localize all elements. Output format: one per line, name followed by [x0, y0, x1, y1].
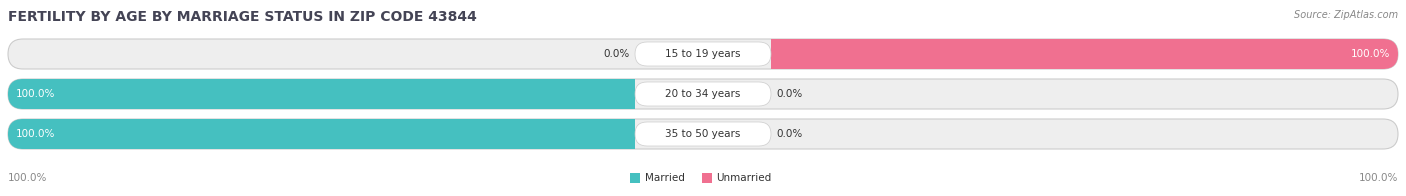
Text: Unmarried: Unmarried	[717, 173, 772, 183]
Text: 0.0%: 0.0%	[776, 89, 803, 99]
Text: 20 to 34 years: 20 to 34 years	[665, 89, 741, 99]
Text: FERTILITY BY AGE BY MARRIAGE STATUS IN ZIP CODE 43844: FERTILITY BY AGE BY MARRIAGE STATUS IN Z…	[8, 10, 477, 24]
FancyBboxPatch shape	[636, 42, 770, 66]
Text: 100.0%: 100.0%	[15, 89, 55, 99]
Text: Married: Married	[644, 173, 685, 183]
Text: 100.0%: 100.0%	[1351, 49, 1391, 59]
Text: 100.0%: 100.0%	[15, 129, 55, 139]
FancyBboxPatch shape	[8, 119, 636, 149]
Text: 0.0%: 0.0%	[776, 129, 803, 139]
FancyBboxPatch shape	[8, 79, 1398, 109]
FancyBboxPatch shape	[8, 39, 1398, 69]
Text: 15 to 19 years: 15 to 19 years	[665, 49, 741, 59]
FancyBboxPatch shape	[770, 39, 1398, 69]
Text: Source: ZipAtlas.com: Source: ZipAtlas.com	[1294, 10, 1398, 20]
FancyBboxPatch shape	[8, 79, 636, 109]
Text: 0.0%: 0.0%	[603, 49, 630, 59]
FancyBboxPatch shape	[702, 173, 711, 183]
FancyBboxPatch shape	[770, 39, 1384, 69]
Text: 100.0%: 100.0%	[8, 173, 48, 183]
FancyBboxPatch shape	[636, 122, 770, 146]
FancyBboxPatch shape	[22, 79, 636, 109]
Text: 35 to 50 years: 35 to 50 years	[665, 129, 741, 139]
FancyBboxPatch shape	[22, 119, 636, 149]
FancyBboxPatch shape	[630, 173, 640, 183]
Text: 100.0%: 100.0%	[1358, 173, 1398, 183]
FancyBboxPatch shape	[8, 119, 1398, 149]
FancyBboxPatch shape	[636, 82, 770, 106]
